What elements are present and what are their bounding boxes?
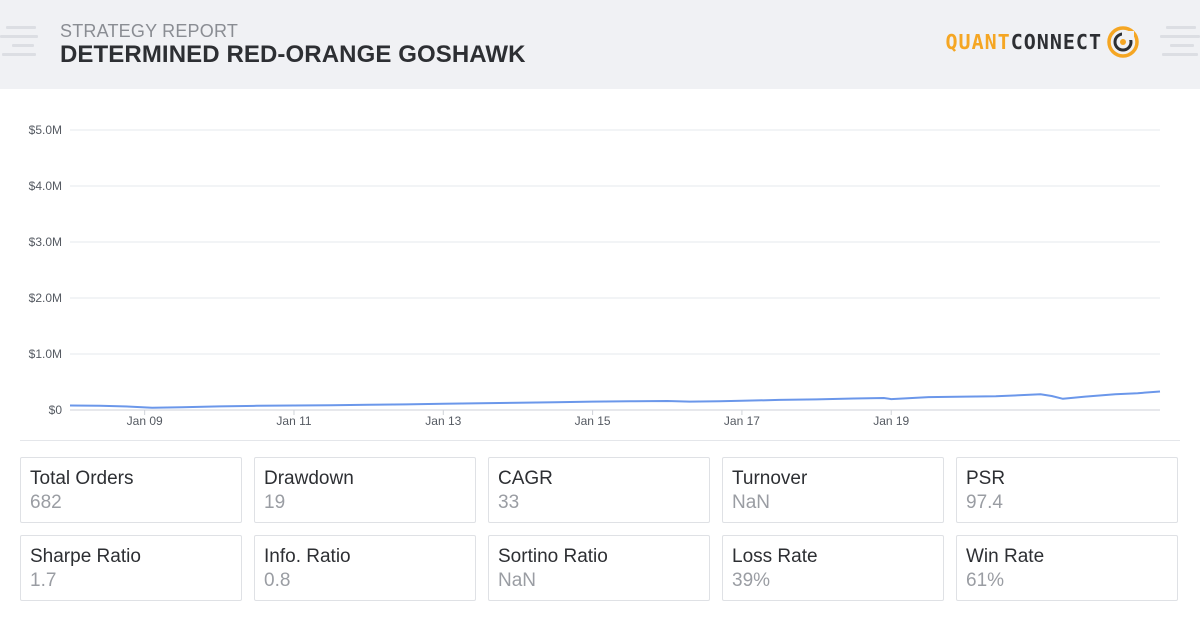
stat-value: 97.4 (966, 492, 1003, 513)
stat-label: Turnover (732, 468, 808, 489)
stat-value: 39% (732, 570, 771, 591)
stat-card-drawdown: Drawdown 19 (254, 457, 476, 523)
report-header: STRATEGY REPORT DETERMINED RED-ORANGE GO… (0, 0, 1200, 89)
stat-label: Sharpe Ratio (30, 546, 141, 567)
quantconnect-logo: QUANT CONNECT (945, 24, 1140, 60)
report-subtitle: STRATEGY REPORT (60, 21, 239, 41)
stat-value: NaN (498, 570, 537, 591)
stat-label: Total Orders (30, 468, 134, 489)
y-tick-label: $0 (49, 403, 63, 417)
y-tick-label: $3.0M (29, 235, 62, 249)
stat-card-psr: PSR 97.4 (956, 457, 1178, 523)
x-tick-label: Jan 11 (276, 414, 311, 428)
stat-value: 682 (30, 492, 62, 513)
stat-card-cagr: CAGR 33 (488, 457, 710, 523)
stat-value: NaN (732, 492, 771, 513)
stat-label: Loss Rate (732, 546, 818, 567)
stat-label: Win Rate (966, 546, 1045, 567)
strategy-title: DETERMINED RED-ORANGE GOSHAWK (60, 41, 526, 68)
logo-text-connect: CONNECT (1010, 30, 1102, 54)
quantconnect-ring-icon (1107, 26, 1139, 58)
stat-value: 0.8 (264, 570, 291, 591)
equity-chart-svg: $5.0M $4.0M $3.0M $2.0M $1.0M $0 Jan 09 Jan 11 J… (29, 123, 1161, 428)
x-tick-label: Jan 17 (724, 414, 760, 428)
stat-label: Sortino Ratio (498, 546, 608, 567)
stat-card-loss-rate: Loss Rate 39% (722, 535, 944, 601)
stat-card-sortino-ratio: Sortino Ratio NaN (488, 535, 710, 601)
stat-label: PSR (966, 468, 1006, 489)
stat-card-sharpe-ratio: Sharpe Ratio 1.7 (20, 535, 242, 601)
logo-text-quant: QUANT (945, 30, 1011, 54)
stat-label: CAGR (498, 468, 553, 489)
stat-label: Drawdown (264, 468, 354, 489)
x-tick-label: Jan 13 (425, 414, 461, 428)
stat-card-total-orders: Total Orders 682 (20, 457, 242, 523)
stat-card-turnover: Turnover NaN (722, 457, 944, 523)
equity-series-line (69, 390, 1161, 409)
y-tick-label: $5.0M (29, 123, 62, 137)
stat-label: Info. Ratio (264, 546, 351, 567)
header-decoration-right (1160, 26, 1200, 62)
x-tick-label: Jan 15 (575, 414, 611, 428)
x-tick-label: Jan 09 (127, 414, 163, 428)
stat-card-info-ratio: Info. Ratio 0.8 (254, 535, 476, 601)
y-tick-label: $2.0M (29, 291, 62, 305)
y-tick-label: $4.0M (29, 179, 62, 193)
stat-card-win-rate: Win Rate 61% (956, 535, 1178, 601)
stat-value: 33 (498, 492, 520, 513)
chart-divider (20, 440, 1180, 441)
stat-value: 19 (264, 492, 286, 513)
x-tick-label: Jan 19 (873, 414, 909, 428)
header-decoration-left (0, 26, 40, 62)
stat-value: 61% (966, 570, 1005, 591)
y-tick-label: $1.0M (29, 347, 62, 361)
equity-chart: $5.0M $4.0M $3.0M $2.0M $1.0M $0 Jan 09 Jan 11 J… (0, 100, 1200, 440)
stat-value: 1.7 (30, 570, 57, 591)
